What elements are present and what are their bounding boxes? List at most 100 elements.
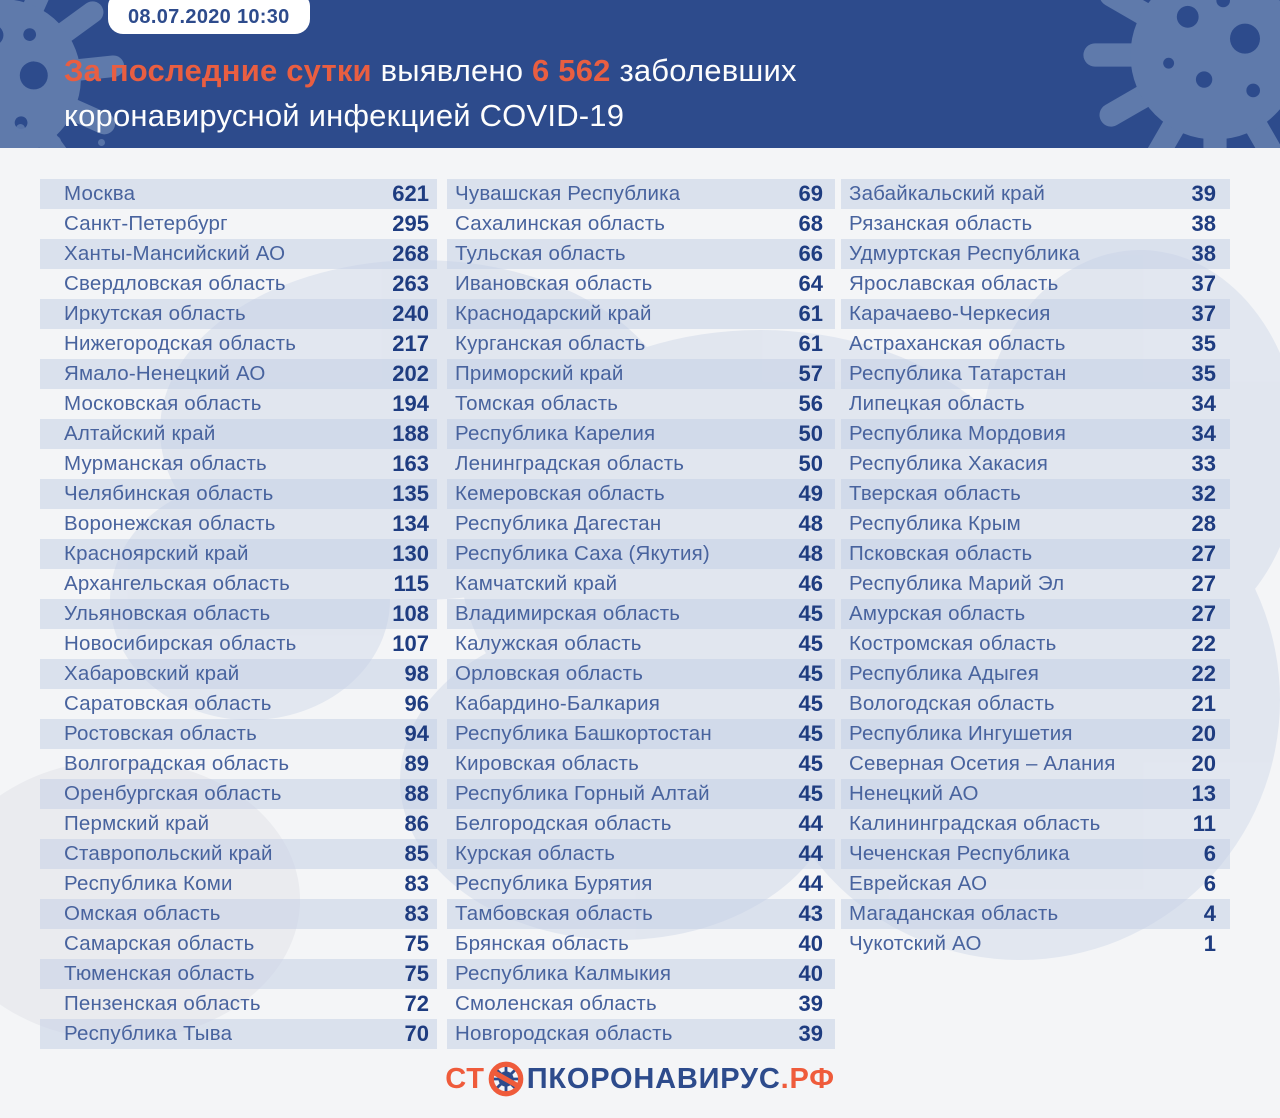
region-name: Орловская область bbox=[455, 662, 644, 685]
region-name: Рязанская область bbox=[849, 212, 1033, 235]
region-row: Кемеровская область 49 bbox=[447, 479, 835, 509]
region-row: Красноярский край 130 bbox=[40, 539, 437, 569]
region-name: Нижегородская область bbox=[64, 332, 297, 355]
region-name: Вологодская область bbox=[849, 692, 1055, 715]
region-count: 35 bbox=[1191, 331, 1216, 356]
region-name: Чувашская Республика bbox=[455, 182, 681, 205]
region-count: 61 bbox=[798, 301, 823, 326]
region-row: Республика Татарстан 35 bbox=[841, 359, 1230, 389]
region-row: Тамбовская область 43 bbox=[447, 899, 835, 929]
region-name: Кемеровская область bbox=[455, 482, 665, 505]
date-badge-text: 08.07.2020 10:30 bbox=[128, 5, 290, 28]
region-row: Новгородская область 39 bbox=[447, 1019, 835, 1049]
region-count: 217 bbox=[392, 331, 429, 356]
region-name: Астраханская область bbox=[849, 332, 1066, 355]
region-row: Орловская область 45 bbox=[447, 659, 835, 689]
region-row: Республика Крым 28 bbox=[841, 509, 1230, 539]
region-count: 68 bbox=[798, 211, 823, 236]
region-name: Северная Осетия – Алания bbox=[849, 752, 1116, 775]
region-row: Оренбургская область 88 bbox=[40, 779, 437, 809]
region-name: Республика Калмыкия bbox=[455, 962, 672, 985]
region-count: 45 bbox=[798, 661, 823, 686]
region-name: Курганская область bbox=[455, 332, 646, 355]
region-count: 621 bbox=[392, 181, 429, 206]
footer: СТ ПКОРОНАВИРУС .РФ bbox=[0, 1054, 1280, 1104]
region-row: Самарская область 75 bbox=[40, 929, 437, 959]
region-name: Белгородская область bbox=[455, 812, 672, 835]
region-name: Новосибирская область bbox=[64, 632, 297, 655]
region-count: 45 bbox=[798, 751, 823, 776]
region-count: 107 bbox=[392, 631, 429, 656]
region-row: Ставропольский край 85 bbox=[40, 839, 437, 869]
region-row: Воронежская область 134 bbox=[40, 509, 437, 539]
region-count: 48 bbox=[798, 511, 823, 536]
region-row: Псковская область 27 bbox=[841, 539, 1230, 569]
region-count: 6 bbox=[1203, 841, 1216, 866]
region-row: Белгородская область 44 bbox=[447, 809, 835, 839]
region-name: Пензенская область bbox=[64, 992, 261, 1015]
region-count: 20 bbox=[1191, 721, 1216, 746]
region-row: Ненецкий АО 13 bbox=[841, 779, 1230, 809]
region-row: Омская область 83 bbox=[40, 899, 437, 929]
region-row: Тульская область 66 bbox=[447, 239, 835, 269]
region-name: Красноярский край bbox=[64, 542, 249, 565]
region-name: Чукотский АО bbox=[849, 932, 982, 955]
region-row: Иркутская область 240 bbox=[40, 299, 437, 329]
region-row: Ростовская область 94 bbox=[40, 719, 437, 749]
region-name: Республика Бурятия bbox=[455, 872, 653, 895]
region-count: 268 bbox=[392, 241, 429, 266]
region-name: Сахалинская область bbox=[455, 212, 666, 235]
region-name: Архангельская область bbox=[64, 572, 290, 595]
region-row: Чеченская Республика 6 bbox=[841, 839, 1230, 869]
region-name: Удмуртская Республика bbox=[849, 242, 1080, 265]
region-count: 70 bbox=[404, 1021, 429, 1046]
region-name: Республика Мордовия bbox=[849, 422, 1066, 445]
region-count: 11 bbox=[1192, 811, 1216, 836]
region-row: Чукотский АО 1 bbox=[841, 929, 1230, 959]
region-row: Рязанская область 38 bbox=[841, 209, 1230, 239]
region-name: Ставропольский край bbox=[64, 842, 273, 865]
virus-decoration-right bbox=[1065, 0, 1280, 148]
region-name: Челябинская область bbox=[64, 482, 274, 505]
region-count: 83 bbox=[404, 871, 429, 896]
region-name: Амурская область bbox=[849, 602, 1026, 625]
region-row: Республика Горный Алтай 45 bbox=[447, 779, 835, 809]
region-row: Ярославская область 37 bbox=[841, 269, 1230, 299]
region-row: Ленинградская область 50 bbox=[447, 449, 835, 479]
region-count: 38 bbox=[1191, 241, 1216, 266]
headline: За последние сутки выявлено 6 562 заболе… bbox=[64, 48, 797, 138]
region-count: 34 bbox=[1191, 421, 1216, 446]
region-name: Чеченская Республика bbox=[849, 842, 1070, 865]
region-count: 50 bbox=[798, 421, 823, 446]
region-name: Новгородская область bbox=[455, 1022, 673, 1045]
region-row: Республика Ингушетия 20 bbox=[841, 719, 1230, 749]
region-row: Волгоградская область 89 bbox=[40, 749, 437, 779]
region-name: Свердловская область bbox=[64, 272, 286, 295]
region-name: Ярославская область bbox=[849, 272, 1059, 295]
region-count: 44 bbox=[798, 841, 823, 866]
region-row: Новосибирская область 107 bbox=[40, 629, 437, 659]
headline-line2: коронавирусной инфекцией COVID-19 bbox=[64, 98, 625, 133]
region-row: Калининградская область 11 bbox=[841, 809, 1230, 839]
region-count: 4 bbox=[1203, 901, 1216, 926]
region-row: Магаданская область 4 bbox=[841, 899, 1230, 929]
region-count: 45 bbox=[798, 721, 823, 746]
region-name: Магаданская область bbox=[849, 902, 1059, 925]
region-row: Мурманская область 163 bbox=[40, 449, 437, 479]
region-count: 39 bbox=[798, 1021, 823, 1046]
region-name: Калужская область bbox=[455, 632, 642, 655]
region-name: Ханты-Мансийский АО bbox=[64, 242, 286, 265]
region-row: Республика Тыва 70 bbox=[40, 1019, 437, 1049]
region-name: Забайкальский край bbox=[849, 182, 1046, 205]
region-name: Республика Марий Эл bbox=[849, 572, 1065, 595]
region-count: 45 bbox=[798, 691, 823, 716]
region-name: Ямало-Ненецкий АО bbox=[64, 362, 266, 385]
region-count: 72 bbox=[404, 991, 429, 1016]
region-count: 45 bbox=[798, 601, 823, 626]
stopcoronavirus-logo: СТ ПКОРОНАВИРУС .РФ bbox=[445, 1060, 835, 1098]
headline-highlight: За последние сутки bbox=[64, 53, 372, 88]
region-row: Нижегородская область 217 bbox=[40, 329, 437, 359]
region-row: Республика Хакасия 33 bbox=[841, 449, 1230, 479]
no-virus-icon bbox=[488, 1061, 524, 1097]
region-row: Амурская область 27 bbox=[841, 599, 1230, 629]
